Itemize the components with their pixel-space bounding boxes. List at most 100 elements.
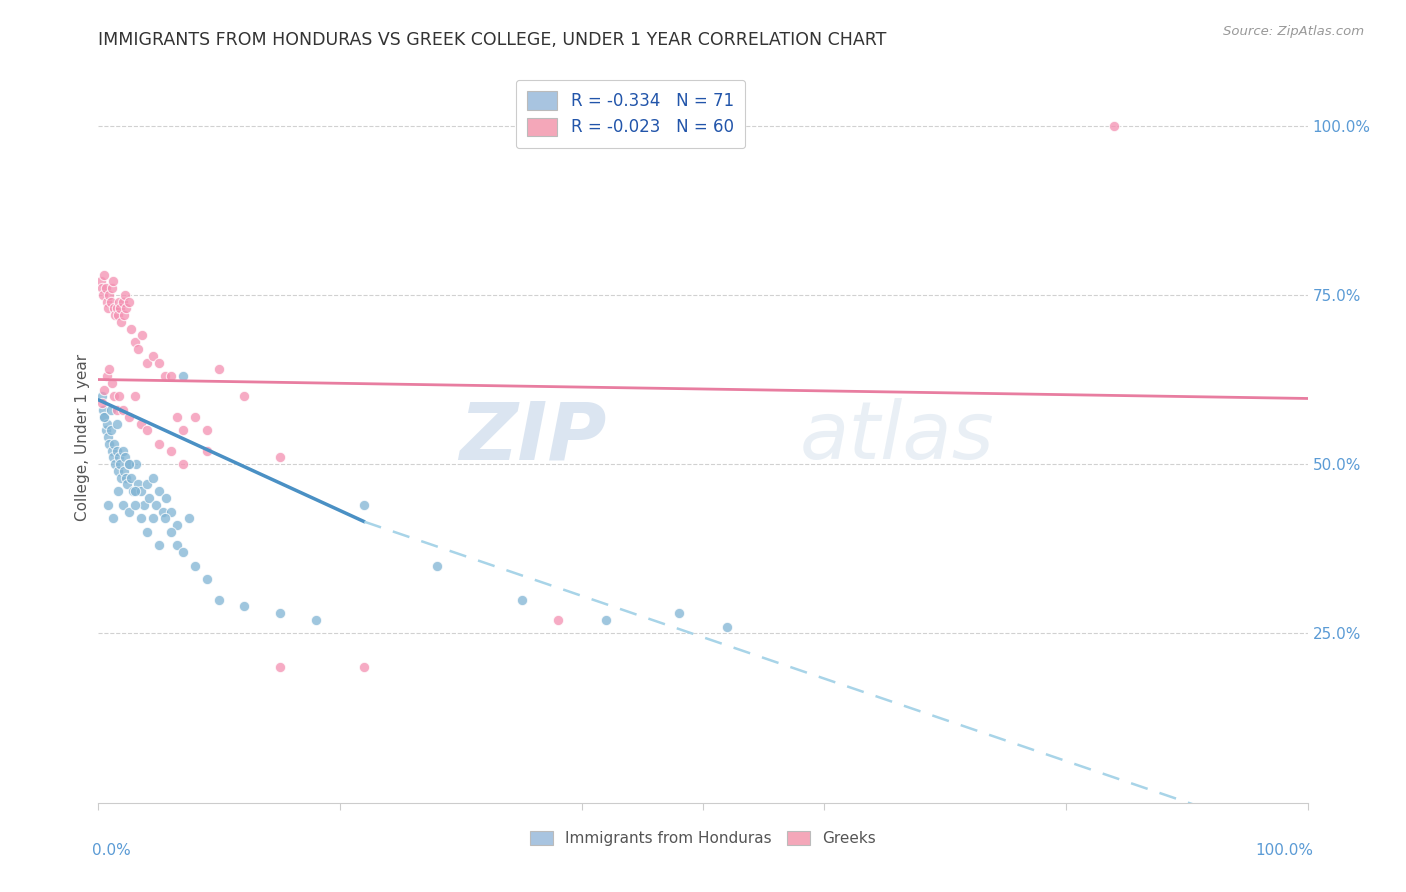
Point: [160, 443, 183, 458]
Point: [118, 457, 141, 471]
Point: [94, 423, 117, 437]
Point: [148, 484, 170, 499]
Point: [166, 518, 188, 533]
Point: [91, 281, 114, 295]
Point: [108, 450, 131, 465]
Point: [208, 362, 231, 376]
Point: [142, 471, 165, 485]
Point: [148, 538, 170, 552]
Point: [131, 328, 153, 343]
Point: [100, 403, 122, 417]
Point: [172, 545, 194, 559]
Point: [179, 511, 201, 525]
Point: [100, 423, 122, 437]
Point: [142, 511, 165, 525]
Point: [184, 558, 207, 573]
Point: [305, 613, 328, 627]
Point: [100, 443, 122, 458]
Point: [353, 498, 375, 512]
Point: [108, 389, 131, 403]
Point: [98, 288, 121, 302]
Point: [105, 417, 128, 431]
Point: [127, 477, 149, 491]
Point: [129, 417, 152, 431]
Point: [124, 484, 146, 499]
Point: [104, 308, 127, 322]
Point: [426, 558, 449, 573]
Point: [120, 471, 142, 485]
Y-axis label: College, Under 1 year: College, Under 1 year: [75, 353, 90, 521]
Point: [103, 389, 125, 403]
Point: [105, 443, 128, 458]
Point: [108, 301, 131, 316]
Point: [108, 457, 131, 471]
Point: [104, 457, 127, 471]
Point: [97, 301, 120, 316]
Point: [129, 484, 152, 499]
Point: [101, 511, 124, 525]
Point: [129, 511, 152, 525]
Text: 0.0%: 0.0%: [93, 843, 131, 858]
Point: [96, 369, 118, 384]
Point: [153, 369, 176, 384]
Legend: Immigrants from Honduras, Greeks: Immigrants from Honduras, Greeks: [523, 823, 883, 854]
Point: [124, 335, 146, 350]
Point: [114, 450, 136, 465]
Point: [195, 572, 218, 586]
Point: [110, 471, 132, 485]
Point: [134, 498, 156, 512]
Point: [135, 355, 157, 369]
Point: [118, 294, 141, 309]
Point: [135, 524, 157, 539]
Point: [112, 308, 135, 322]
Point: [716, 620, 738, 634]
Point: [124, 389, 146, 403]
Point: [153, 511, 176, 525]
Point: [269, 606, 291, 620]
Point: [96, 294, 118, 309]
Text: IMMIGRANTS FROM HONDURAS VS GREEK COLLEGE, UNDER 1 YEAR CORRELATION CHART: IMMIGRANTS FROM HONDURAS VS GREEK COLLEG…: [98, 31, 887, 49]
Point: [135, 423, 157, 437]
Point: [111, 498, 134, 512]
Point: [110, 315, 132, 329]
Point: [152, 505, 174, 519]
Point: [166, 409, 188, 424]
Point: [172, 369, 194, 384]
Point: [145, 498, 167, 512]
Point: [101, 274, 124, 288]
Point: [98, 437, 121, 451]
Point: [269, 660, 291, 674]
Point: [668, 606, 690, 620]
Point: [117, 477, 139, 491]
Point: [93, 268, 115, 282]
Point: [97, 430, 120, 444]
Point: [118, 409, 141, 424]
Point: [107, 308, 129, 322]
Point: [98, 362, 121, 376]
Point: [94, 281, 117, 295]
Point: [100, 376, 122, 390]
Point: [111, 443, 134, 458]
Point: [120, 322, 142, 336]
Point: [155, 491, 177, 505]
Point: [114, 288, 136, 302]
Point: [160, 505, 183, 519]
Point: [90, 274, 112, 288]
Point: [122, 484, 145, 499]
Point: [142, 349, 165, 363]
Point: [112, 464, 135, 478]
Point: [118, 457, 141, 471]
Point: [127, 342, 149, 356]
Text: atlas: atlas: [800, 398, 994, 476]
Point: [93, 409, 115, 424]
Point: [1102, 119, 1125, 133]
Point: [195, 423, 218, 437]
Point: [91, 288, 114, 302]
Point: [93, 383, 115, 397]
Point: [118, 505, 141, 519]
Point: [172, 423, 194, 437]
Point: [160, 524, 183, 539]
Point: [91, 396, 114, 410]
Point: [232, 599, 254, 614]
Point: [103, 301, 125, 316]
